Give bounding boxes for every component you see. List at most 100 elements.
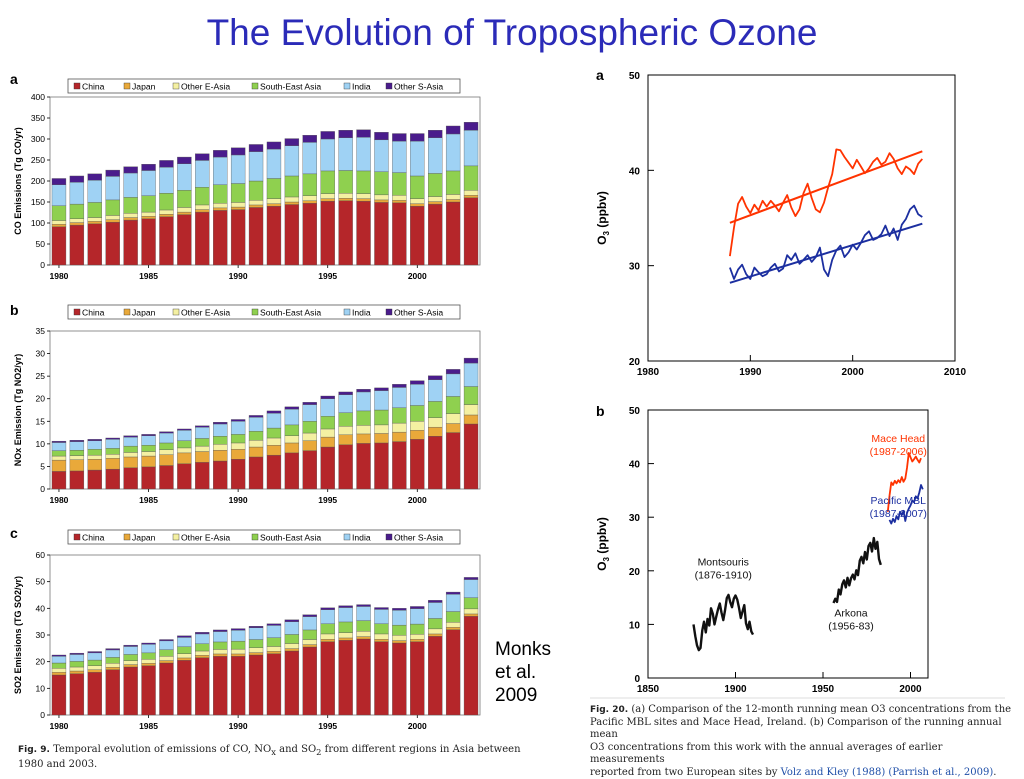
panel-a-bar-segment-japan <box>428 201 443 205</box>
panel-c-bar-segment-other-e-asia <box>159 656 174 661</box>
line-panel-b-x-tick-label: 2000 <box>899 684 922 695</box>
panel-b-bar-segment-india <box>320 398 335 417</box>
panel-a-bar-segment-japan <box>338 198 353 201</box>
panel-b-bar-segment-south-east-asia <box>445 396 461 414</box>
panel-a-bar-segment-india <box>123 172 138 198</box>
panel-a-bar-segment-other-e-asia <box>428 196 443 202</box>
line-panel-b-y-tick-label: 50 <box>629 406 641 417</box>
panel-c-bar-segment-india <box>463 579 479 598</box>
panel-b-plot-frame <box>49 330 481 490</box>
panel-c-bar-segment-india <box>356 606 371 621</box>
panel-b-bar-segment-india <box>302 404 317 422</box>
panel-a-bar-segment-japan <box>141 216 156 219</box>
panel-a-bar-segment-other-e-asia <box>320 193 335 199</box>
panel-c-bar-segment-other-s-asia <box>445 591 461 595</box>
panel-a-bar-segment-china <box>392 202 407 266</box>
panel-a-bar-segment-india <box>374 139 389 172</box>
line-panel-b-annotation: (1876-1910) <box>695 569 752 581</box>
panel-a-bar-segment-other-e-asia <box>338 193 353 199</box>
fig20-caption-link-parrish[interactable]: (Parrish et al., 2009) <box>888 766 994 778</box>
panel-b-bar-segment-china <box>428 436 443 490</box>
panel-b-y-tick-label: 5 <box>40 461 45 471</box>
panel-b-bar-segment-china <box>87 469 102 490</box>
line-panel-a-pacific-mbl-series-line <box>729 204 923 280</box>
panel-a-bar-segment-china <box>445 201 461 266</box>
panel-a-y-axis-label: CO Emissions (Tg CO/yr) <box>13 127 23 235</box>
panel-a-bar-segment-japan <box>302 200 317 204</box>
panel-a-bar-segment-japan <box>392 200 407 204</box>
panel-b-bar-segment-china <box>445 432 461 490</box>
panel-b-bar-segment-japan <box>69 459 85 472</box>
line-panel-a-mace-head-trend-line <box>729 150 923 224</box>
panel-c-bar-segment-china <box>266 653 282 716</box>
panel-a-bar-segment-other-s-asia <box>105 169 120 177</box>
line-panel-b-y-tick-label: 0 <box>634 674 640 685</box>
panel-b-bar-segment-south-east-asia <box>230 434 246 444</box>
panel-c-bar-segment-japan <box>105 667 120 670</box>
panel-c-legend-label: China <box>82 533 105 543</box>
panel-b-bar-segment-other-e-asia <box>141 451 156 457</box>
panel-b-legend-label: South-East Asia <box>260 308 321 318</box>
panel-a-bar-segment-other-e-asia <box>141 211 156 217</box>
panel-b-legend-label: Other S-Asia <box>394 308 443 318</box>
panel-a-legend-swatch <box>73 82 81 90</box>
panel-a-bar-segment-india <box>410 140 425 177</box>
panel-a-bar-segment-japan <box>284 201 300 205</box>
panel-c-bar-segment-india <box>123 646 138 655</box>
panel-a-bar-segment-other-s-asia <box>248 144 264 152</box>
panel-c-legend-label: Other S-Asia <box>394 533 443 543</box>
panel-c-bar-segment-japan <box>284 648 300 652</box>
panel-b-bar-segment-other-e-asia <box>463 404 479 416</box>
panel-b-bar-segment-other-e-asia <box>195 445 210 452</box>
panel-c-bar-segment-india <box>248 627 264 640</box>
panel-a-legend-swatch <box>343 82 351 90</box>
panel-b-bar-segment-other-e-asia <box>374 424 389 434</box>
panel-b-bar-segment-india <box>230 421 246 435</box>
line-panel-b-x-tick-label: 1950 <box>812 684 835 695</box>
panel-c-bar-segment-japan <box>266 651 282 654</box>
panel-a-legend-label: Other S-Asia <box>394 82 443 92</box>
panel-b-bar-segment-south-east-asia <box>195 438 210 447</box>
panel-c-bar-segment-india <box>87 652 102 661</box>
panel-a-bar-segment-other-s-asia <box>177 156 192 164</box>
panel-a-bar-segment-other-s-asia <box>374 132 389 141</box>
fig20-caption-label: Fig. 20. <box>590 705 629 715</box>
panel-a-bar-segment-south-east-asia <box>392 172 407 196</box>
panel-c-bar-segment-other-s-asia <box>374 607 389 610</box>
panel-c-bar-segment-other-s-asia <box>51 654 67 657</box>
panel-b-bar-segment-south-east-asia <box>266 427 282 439</box>
panel-c-bar-segment-other-s-asia <box>463 577 479 580</box>
panel-c-bar-segment-south-east-asia <box>284 634 300 644</box>
panel-c-bar-segment-other-e-asia <box>123 660 138 665</box>
panel-b-bar-segment-china <box>213 460 228 490</box>
line-panel-a-y-tick-label: 30 <box>629 262 641 273</box>
panel-a-x-tick-label: 1990 <box>229 271 248 281</box>
panel-c-bar-segment-other-e-asia <box>177 653 192 659</box>
line-panel-a-y-tick-label: 20 <box>629 357 641 368</box>
panel-c-y-axis-label: SO2 Emissions (TG SO2/yr) <box>13 576 23 694</box>
panel-c-bar-segment-south-east-asia <box>141 652 156 660</box>
panel-c-bar-segment-japan <box>177 657 192 661</box>
panel-a-bar-segment-south-east-asia <box>87 202 102 218</box>
panel-a-bar-segment-india <box>159 166 174 194</box>
panel-a-bar-segment-india <box>320 138 335 172</box>
panel-b-bar-segment-other-e-asia <box>266 437 282 446</box>
panel-b-legend-swatch <box>73 308 81 316</box>
panel-c-bar-segment-india <box>302 616 317 631</box>
panel-b-bar-segment-other-e-asia <box>69 455 85 460</box>
line-panel-b-y-tick-label: 30 <box>629 513 641 524</box>
panel-b-y-tick-label: 30 <box>36 349 46 359</box>
panel-c-bar-segment-south-east-asia <box>51 662 67 669</box>
panel-b-bar-segment-south-east-asia <box>248 431 264 441</box>
panel-b-bar-segment-india <box>445 373 461 397</box>
panel-a-bar-segment-other-e-asia <box>302 195 317 201</box>
panel-a-bar-segment-south-east-asia <box>141 195 156 213</box>
panel-c-bar-segment-other-e-asia <box>105 663 120 668</box>
panel-c-bar-segment-south-east-asia <box>266 637 282 647</box>
panel-b-bar-segment-china <box>248 456 264 490</box>
panel-c-bar-segment-other-s-asia <box>428 600 443 603</box>
fig20-caption-link-volz[interactable]: Volz and Kley (1988) <box>780 766 886 778</box>
panel-a-bar-segment-south-east-asia <box>105 199 120 216</box>
panel-c-bar-segment-china <box>159 662 174 716</box>
panel-a-x-tick-label: 1995 <box>318 271 337 281</box>
